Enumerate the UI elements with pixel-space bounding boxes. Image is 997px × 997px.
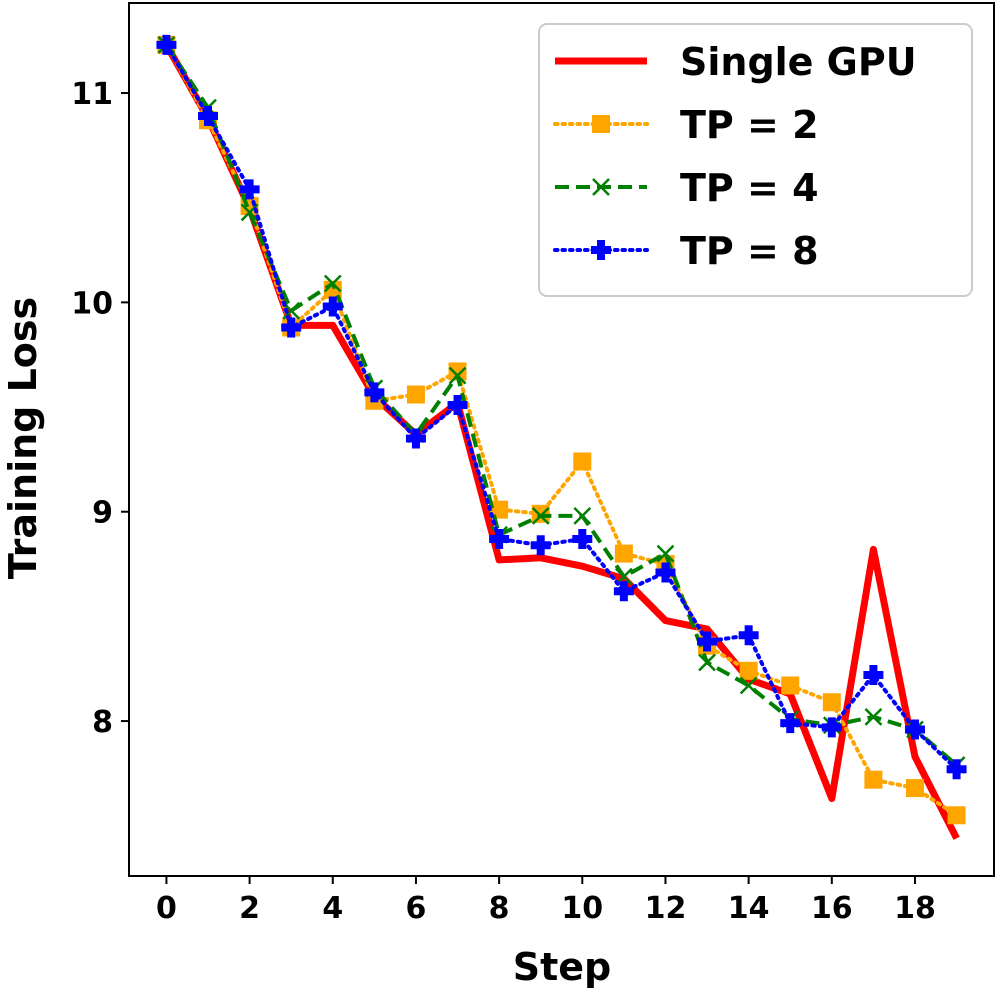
data-point — [822, 693, 841, 712]
data-point — [947, 806, 966, 825]
data-point — [531, 507, 550, 525]
data-point — [490, 500, 509, 519]
data-point — [781, 676, 800, 695]
y-tick-label: 8 — [92, 705, 113, 740]
legend-marker — [591, 240, 611, 260]
data-point — [448, 362, 467, 381]
data-point — [489, 528, 510, 549]
x-tick-label: 8 — [489, 891, 510, 926]
legend-label: TP = 2 — [680, 103, 819, 147]
x-tick-label: 0 — [156, 891, 177, 926]
axes: 0 2 4 6 8 10 12 14 16 18 8 9 10 11 — [71, 2, 995, 926]
data-point — [156, 34, 177, 55]
data-point — [863, 665, 884, 686]
data-point — [738, 625, 759, 646]
x-tick-label: 12 — [645, 891, 687, 926]
data-point — [405, 428, 426, 449]
x-tick-label: 2 — [239, 891, 260, 926]
x-tick-label: 4 — [322, 891, 343, 926]
y-tick-label: 11 — [71, 77, 113, 112]
data-point — [240, 203, 259, 222]
data-point — [447, 394, 468, 415]
data-point — [614, 544, 633, 563]
data-point — [613, 581, 634, 602]
data-point — [904, 719, 925, 740]
data-point — [864, 708, 883, 726]
data-point — [698, 653, 716, 672]
axes-frame — [128, 2, 995, 877]
data-point — [364, 382, 385, 403]
data-point — [530, 535, 551, 556]
data-point — [198, 106, 219, 127]
legend-label: TP = 8 — [680, 229, 819, 273]
y-axis-label: Training Loss — [1, 297, 45, 579]
x-tick-label: 14 — [728, 891, 770, 926]
legend: Single GPU TP = 2 TP = 4 TP = 8 — [538, 23, 973, 297]
legend-marker — [592, 178, 610, 196]
legend-marker — [592, 115, 610, 133]
data-point — [655, 562, 676, 583]
data-point — [946, 759, 967, 780]
x-tick-label: 10 — [561, 891, 603, 926]
y-tick-label: 9 — [92, 496, 113, 531]
x-tick-label: 16 — [811, 891, 853, 926]
legend-label: Single GPU — [680, 40, 917, 84]
x-tick-label: 6 — [406, 891, 427, 926]
y-tick-label: 10 — [71, 286, 113, 321]
legend-label: TP = 4 — [680, 166, 819, 210]
series-line-2 — [164, 43, 958, 767]
data-point — [656, 544, 675, 563]
data-point — [406, 385, 425, 404]
data-point — [531, 504, 550, 523]
data-point — [281, 317, 302, 338]
data-point — [323, 274, 342, 293]
data-point — [322, 296, 343, 317]
data-point — [739, 661, 758, 680]
x-tick-label: 18 — [894, 891, 936, 926]
data-point — [697, 631, 718, 652]
data-point — [739, 676, 758, 695]
data-point — [573, 507, 592, 525]
legend-box — [538, 23, 973, 297]
data-point — [821, 717, 842, 738]
plot-area — [156, 34, 967, 840]
data-point — [864, 770, 883, 789]
data-point — [780, 713, 801, 734]
x-axis-label: Step — [513, 945, 612, 989]
data-point — [239, 179, 260, 200]
data-point — [572, 528, 593, 549]
data-point — [905, 779, 924, 798]
data-point — [448, 366, 467, 385]
data-point — [573, 452, 592, 471]
